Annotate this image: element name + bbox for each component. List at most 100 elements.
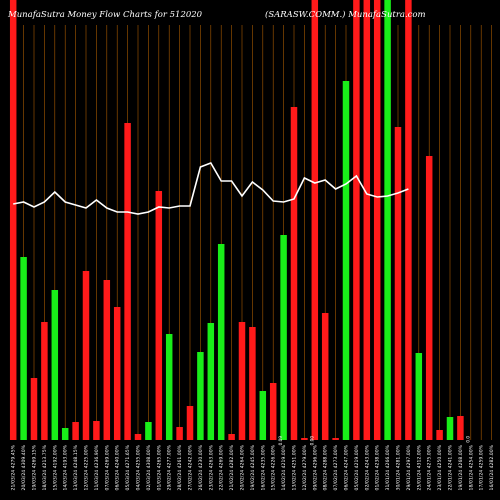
x-tick-label: 28/02/24 4261.00% [177,444,183,490]
bar-down [301,438,308,440]
x-tick-label: 14/03/24 4193.00% [63,444,69,490]
bar-up [165,334,173,440]
x-tick-label: 02/03/24 4308.00% [146,444,152,490]
x-tick-label: 30/01/24 4281.00% [396,444,402,490]
x-tick-label: 18/03/24 4213.75% [42,444,48,490]
bar-up [207,323,215,440]
x-tick-label: 07/03/24 4269.00% [104,444,110,490]
bar-down [269,383,277,440]
bar-down [238,322,246,440]
x-tick-label: 01/02/24 4238.00% [375,444,381,490]
bar-up [145,422,152,440]
bar-down [353,0,360,440]
x-tick-label: 06/03/24 4240.00% [115,444,121,490]
x-tick-label: 20/03/24 4309.40% [21,444,27,490]
x-tick-label: 05/03/24 4271.65% [125,444,131,490]
x-tick-label: 08/02/24 4288.00% [323,444,329,490]
x-tick-label: 12/03/24 4225.00% [84,444,90,490]
bar-down [332,438,339,440]
chart-title-right: (SARASW.COMM.) MunafaSutra.com [265,9,426,20]
x-tick-labels: 21/03/24 4279.45% 20/03/24 4309.40% 19/03/… [11,444,495,490]
bar-up [415,353,423,440]
bar-down [124,123,131,440]
bar-down [93,421,100,440]
x-tick-label: 20/02/24 4264.00% [240,444,246,490]
x-tick-label: 21/02/24 4282.00% [229,444,235,490]
x-tick-label: 13/02/24 4251.00% [292,444,298,490]
x-tick-label: 17/01/24 4259.00% [479,444,485,490]
chart-title-left: MunafaSutra Money Flow Charts for 512020 [7,10,203,20]
x-tick-label: 21/03/24 4279.45% [11,444,17,490]
x-tick-label: 16/02/24 4235.00% [260,444,266,490]
x-tick-label: 15/02/24 4226.00% [271,444,277,490]
bars [9,0,464,440]
bar-up [51,290,59,440]
x-tick-label: 19/03/24 4269.15% [32,444,38,490]
bar-down [103,280,111,440]
x-tick-label: 13/03/24 4248.15% [73,444,79,490]
bar-up [217,244,225,440]
bar-down [311,0,319,440]
bar-down [436,430,443,440]
bar-down [72,422,79,440]
bar-down [363,0,371,440]
x-tick-label: 25/01/24 4312.00% [416,444,422,490]
bar-down [30,378,38,440]
bar-down [228,434,235,440]
x-tick-label: 29/02/24 4277.00% [167,444,173,490]
bar-up [342,81,350,440]
x-tick-label: 16/01/24 4282.00% [489,444,495,490]
x-tick-label: 07/02/24 4273.00% [333,444,339,490]
bar-down [113,307,121,440]
bar-down [373,0,381,440]
x-tick-label: 01/03/24 4265.00% [156,444,162,490]
x-tick-label: 06/02/24 4247.00% [344,444,350,490]
price-line-group [13,162,409,215]
x-tick-label: 02/02/24 4243.00% [364,444,370,490]
bar-down [249,327,256,440]
x-tick-label: 31/01/24 4266.00% [385,444,391,490]
x-tick-label: 27/02/24 4242.00% [188,444,194,490]
x-tick-label: 11/03/24 4236.90% [94,444,100,490]
price-line [13,162,409,215]
bar-down [9,0,17,440]
bar-down [321,313,329,440]
bar-down [134,434,142,440]
x-tick-label: 12/02/24 4279.00% [302,444,308,490]
x-tick-label: 29/01/24 4297.00% [406,444,412,490]
bar-up [384,0,391,440]
x-tick-label: 04/03/24 4255.00% [136,444,142,490]
x-tick-label: 15/03/24 4192.00% [52,444,58,490]
bar-down [405,0,412,440]
x-tick-label: 24/01/24 4275.00% [427,444,433,490]
bar-up [259,391,267,440]
bar-down [394,127,402,440]
bar-up [446,417,454,440]
bar-label: 0.0 [465,436,470,443]
bar-up [61,428,69,440]
bar-labels: 0.09 0.00 0.0 [278,436,470,446]
x-tick-label: 23/01/24 4250.00% [437,444,443,490]
x-tick-label: 22/02/24 4269.00% [219,444,225,490]
bar-down [155,191,163,440]
bar-up [20,257,27,440]
x-tick-label: 19/01/24 4268.00% [458,444,464,490]
x-tick-label: 22/01/24 4241.00% [448,444,454,490]
x-tick-label: 23/02/24 4263.00% [208,444,214,490]
bar-down [186,406,194,440]
x-tick-label: 05/02/24 4219.00% [354,444,360,490]
bar-label: 0.00 [309,436,314,446]
bar-up [197,352,204,440]
bar-down [82,271,90,440]
x-tick-label: 26/02/24 4230.00% [198,444,204,490]
bar-label: 0.09 [278,436,283,446]
bar-down [176,427,183,440]
bar-down [457,416,464,440]
bar-up [280,235,287,440]
x-tick-label: 18/01/24 4254.00% [468,444,474,490]
bar-down [290,107,298,440]
x-tick-label: 14/02/24 4219.00% [281,444,287,490]
bar-down [425,156,433,440]
x-tick-label: 09/02/24 4296.00% [312,444,318,490]
